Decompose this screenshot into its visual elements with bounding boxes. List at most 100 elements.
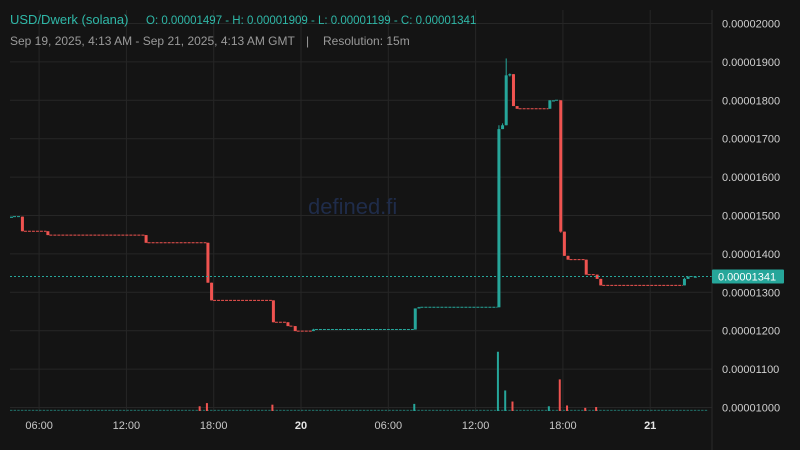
volume-bar-minor (551, 409, 555, 411)
volume-bar (595, 407, 598, 411)
volume-bar-minor (370, 409, 373, 411)
volume-bar-minor (537, 409, 540, 411)
volume-bar-minor (348, 409, 351, 411)
volume-bar (271, 404, 274, 411)
volume-bar-minor (493, 409, 497, 411)
volume-bar-minor (75, 409, 78, 411)
volume-bar-minor (384, 409, 388, 411)
last-price-value: 0.00001341 (718, 272, 776, 284)
candle-body (599, 278, 603, 286)
volume-bar-minor (417, 409, 420, 411)
volume-bar-minor (130, 409, 133, 411)
candle-body (595, 274, 599, 279)
volume-bar-minor (268, 409, 271, 411)
candles (10, 58, 697, 332)
y-tick-label: 0.00001200 (722, 326, 780, 338)
volume-bar-minor (450, 409, 453, 411)
volume-bar-minor (373, 409, 377, 411)
candle-body (501, 125, 505, 130)
candle-body (10, 216, 13, 218)
volume-bar-minor (428, 409, 431, 411)
volume-bar-minor (46, 409, 49, 411)
volume-bar-minor (177, 409, 180, 411)
volume-bar-minor (148, 409, 151, 411)
volume-bar-minor (486, 409, 489, 411)
volume-bar-minor (126, 409, 129, 411)
volume-bar-minor (264, 409, 268, 411)
volume-bar-minor (79, 409, 82, 411)
volume-bar-minor (508, 409, 511, 411)
volume-bar-minor (213, 409, 217, 411)
volume-bar-minor (202, 409, 206, 411)
volume-bar-minor (359, 409, 362, 411)
price-axis[interactable]: 0.00002000 0.00001900 0.00001800 0.00001700… (722, 19, 780, 415)
volume-bar-minor (395, 409, 398, 411)
volume-bar-minor (188, 409, 191, 411)
volume-bar-minor (468, 409, 471, 411)
volume-bar-minor (592, 409, 595, 411)
volume-bars (10, 351, 708, 411)
volume-bar-minor (140, 409, 144, 411)
volume-bar-minor (290, 409, 293, 411)
volume-bar-minor (453, 409, 457, 411)
y-tick-label: 0.00001400 (722, 249, 780, 261)
watermark: defined.fi (308, 194, 397, 219)
volume-bar-minor (613, 409, 617, 411)
x-tick-label: 21 (644, 420, 656, 432)
volume-bar-minor (341, 409, 344, 411)
volume-bar (511, 401, 514, 411)
volume-bar-minor (39, 409, 42, 411)
volume-bar-minor (704, 409, 708, 411)
volume-bar-minor (260, 409, 264, 411)
volume-bar-minor (544, 409, 548, 411)
volume-bar-minor (144, 409, 147, 411)
candle-body (682, 278, 686, 286)
volume-bar-minor (322, 409, 326, 411)
volume-bar-minor (471, 409, 475, 411)
time-axis[interactable]: 06:00 12:00 18:00 20 06:00 12:00 18:00 21 (25, 420, 656, 432)
volume-bar-minor (391, 409, 395, 411)
volume-bar-minor (137, 409, 140, 411)
volume-bar-minor (184, 409, 187, 411)
volume-bar-minor (155, 409, 158, 411)
volume-bar-minor (442, 409, 446, 411)
volume-bar-minor (297, 409, 300, 411)
volume-bar-minor (50, 409, 53, 411)
volume-bar-minor (293, 409, 297, 411)
candle-body (584, 259, 588, 275)
volume-bar-minor (257, 409, 260, 411)
volume-bar-minor (628, 409, 631, 411)
volume-bar-minor (115, 409, 118, 411)
volume-bar-minor (17, 409, 20, 411)
volume-bar-minor (20, 409, 24, 411)
volume-bar-minor (435, 409, 438, 411)
separator: | (306, 34, 309, 48)
volume-bar-minor (57, 409, 60, 411)
volume-bar-minor (424, 409, 428, 411)
volume-bar-minor (119, 409, 122, 411)
candle-body (413, 308, 417, 330)
volume-bar-minor (282, 409, 286, 411)
volume-bar-minor (60, 409, 64, 411)
volume-bar-minor (180, 409, 184, 411)
volume-bar-minor (100, 409, 104, 411)
volume-bar-minor (475, 409, 478, 411)
candle-body (511, 74, 515, 107)
volume-bar-minor (333, 409, 337, 411)
volume-bar-minor (599, 409, 602, 411)
volume-bar-minor (253, 409, 257, 411)
candle-body (562, 231, 566, 256)
candle-body (286, 322, 290, 327)
volume-bar-minor (337, 409, 340, 411)
volume-bar-minor (166, 409, 169, 411)
volume-bar (198, 406, 201, 411)
volume-bar-minor (446, 409, 449, 411)
grid-lines (10, 10, 712, 412)
volume-bar-minor (366, 409, 369, 411)
volume-bar-minor (621, 409, 624, 411)
volume-bar-minor (606, 409, 609, 411)
volume-bar-minor (151, 409, 155, 411)
resolution-label: Resolution: 15m (323, 34, 410, 48)
